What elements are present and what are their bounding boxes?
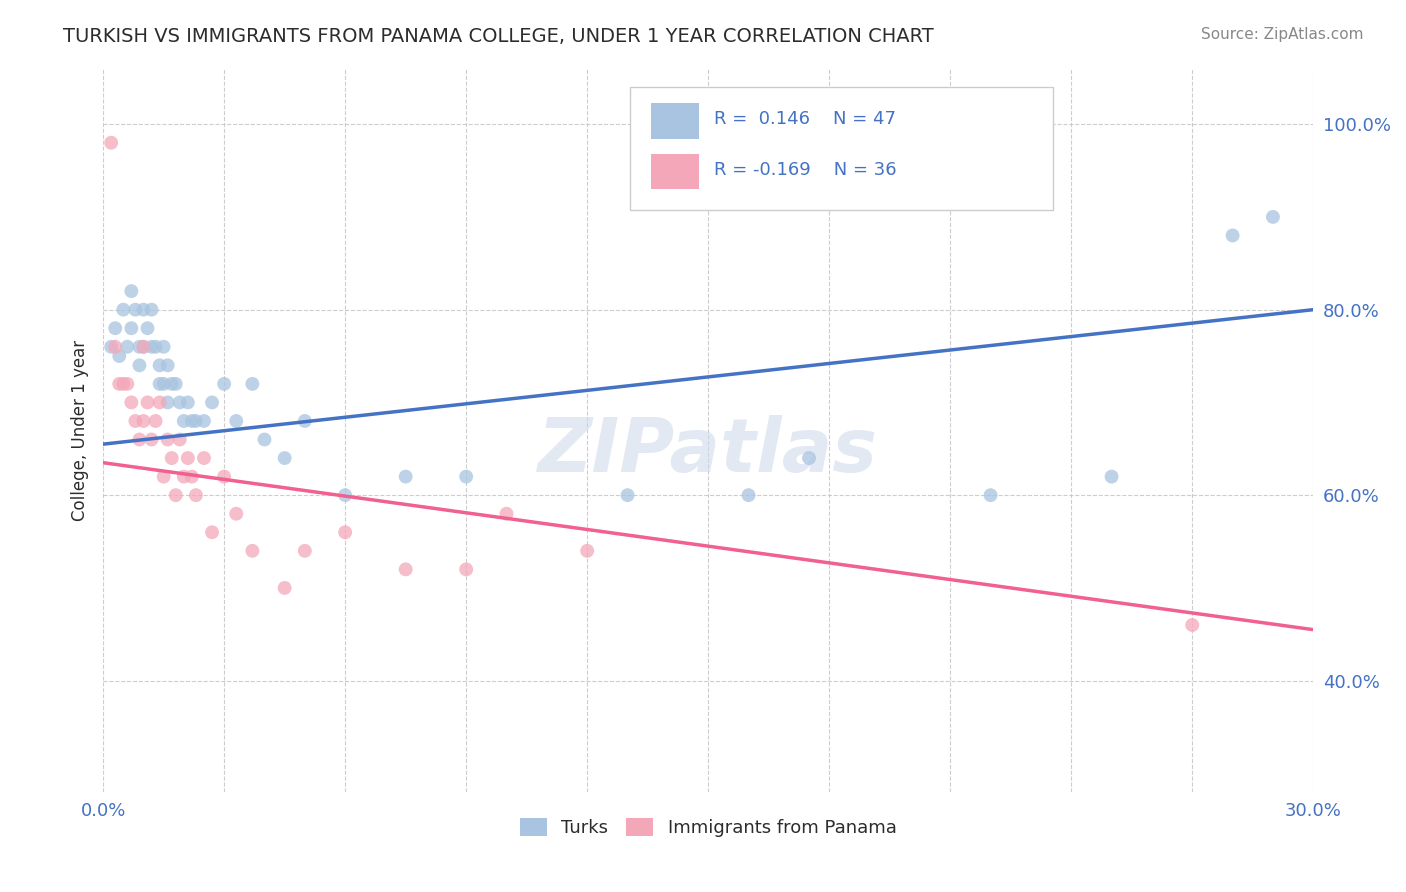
Point bbox=[117, 376, 139, 391]
Point bbox=[212, 376, 235, 391]
Point bbox=[180, 414, 202, 428]
Point bbox=[212, 469, 235, 483]
Point bbox=[201, 395, 224, 409]
Point bbox=[225, 414, 247, 428]
Point bbox=[253, 433, 276, 447]
Point bbox=[145, 414, 167, 428]
Point bbox=[136, 395, 159, 409]
Point bbox=[242, 544, 264, 558]
Point bbox=[980, 488, 1002, 502]
Point bbox=[737, 488, 759, 502]
Point bbox=[333, 488, 356, 502]
Point bbox=[1261, 210, 1284, 224]
Point bbox=[294, 544, 316, 558]
Point bbox=[456, 469, 478, 483]
Point bbox=[395, 469, 418, 483]
Point bbox=[160, 451, 183, 466]
Point bbox=[120, 284, 142, 298]
Point bbox=[128, 340, 150, 354]
Point bbox=[152, 340, 174, 354]
Point bbox=[141, 340, 163, 354]
Text: R = -0.169    N = 36: R = -0.169 N = 36 bbox=[714, 161, 897, 178]
Point bbox=[145, 340, 167, 354]
Point bbox=[117, 340, 139, 354]
Point bbox=[1222, 228, 1244, 243]
Point bbox=[173, 469, 195, 483]
Point bbox=[108, 349, 131, 363]
Point bbox=[294, 414, 316, 428]
Point bbox=[124, 302, 146, 317]
Point bbox=[132, 340, 155, 354]
Point bbox=[193, 451, 215, 466]
Point bbox=[180, 469, 202, 483]
Point bbox=[173, 414, 195, 428]
Point bbox=[395, 562, 418, 576]
Point bbox=[225, 507, 247, 521]
Point bbox=[156, 395, 179, 409]
Point bbox=[456, 562, 478, 576]
FancyBboxPatch shape bbox=[630, 87, 1053, 210]
Point bbox=[273, 451, 295, 466]
Point bbox=[149, 395, 172, 409]
Point bbox=[149, 376, 172, 391]
Point bbox=[495, 507, 517, 521]
Point bbox=[165, 376, 187, 391]
Point bbox=[201, 525, 224, 540]
Point bbox=[156, 433, 179, 447]
Point bbox=[132, 414, 155, 428]
Point bbox=[112, 302, 135, 317]
FancyBboxPatch shape bbox=[651, 154, 699, 189]
Point bbox=[152, 376, 174, 391]
Point bbox=[184, 414, 207, 428]
Point bbox=[1101, 469, 1123, 483]
Point bbox=[177, 451, 200, 466]
Point bbox=[169, 433, 191, 447]
Point bbox=[616, 488, 638, 502]
Point bbox=[128, 433, 150, 447]
Y-axis label: College, Under 1 year: College, Under 1 year bbox=[72, 340, 89, 521]
Point bbox=[152, 469, 174, 483]
Point bbox=[797, 451, 820, 466]
Point bbox=[149, 359, 172, 373]
Point bbox=[132, 340, 155, 354]
Text: R =  0.146    N = 47: R = 0.146 N = 47 bbox=[714, 110, 896, 128]
Point bbox=[177, 395, 200, 409]
Point bbox=[1181, 618, 1204, 632]
Point bbox=[156, 359, 179, 373]
Point bbox=[193, 414, 215, 428]
Point bbox=[128, 359, 150, 373]
Point bbox=[112, 376, 135, 391]
Point bbox=[169, 395, 191, 409]
Text: Source: ZipAtlas.com: Source: ZipAtlas.com bbox=[1201, 27, 1364, 42]
FancyBboxPatch shape bbox=[651, 103, 699, 138]
Point bbox=[141, 302, 163, 317]
Point bbox=[184, 488, 207, 502]
Text: ZIPatlas: ZIPatlas bbox=[538, 416, 879, 489]
Legend: Turks, Immigrants from Panama: Turks, Immigrants from Panama bbox=[513, 811, 904, 845]
Point bbox=[100, 136, 122, 150]
Point bbox=[160, 376, 183, 391]
Point bbox=[242, 376, 264, 391]
Point bbox=[120, 395, 142, 409]
Point bbox=[273, 581, 295, 595]
Point bbox=[120, 321, 142, 335]
Point bbox=[576, 544, 599, 558]
Point bbox=[141, 433, 163, 447]
Point bbox=[104, 321, 127, 335]
Text: TURKISH VS IMMIGRANTS FROM PANAMA COLLEGE, UNDER 1 YEAR CORRELATION CHART: TURKISH VS IMMIGRANTS FROM PANAMA COLLEG… bbox=[63, 27, 934, 45]
Point bbox=[136, 321, 159, 335]
Point bbox=[104, 340, 127, 354]
Point bbox=[100, 340, 122, 354]
Point bbox=[108, 376, 131, 391]
Point bbox=[124, 414, 146, 428]
Point bbox=[333, 525, 356, 540]
Point bbox=[132, 302, 155, 317]
Point bbox=[165, 488, 187, 502]
